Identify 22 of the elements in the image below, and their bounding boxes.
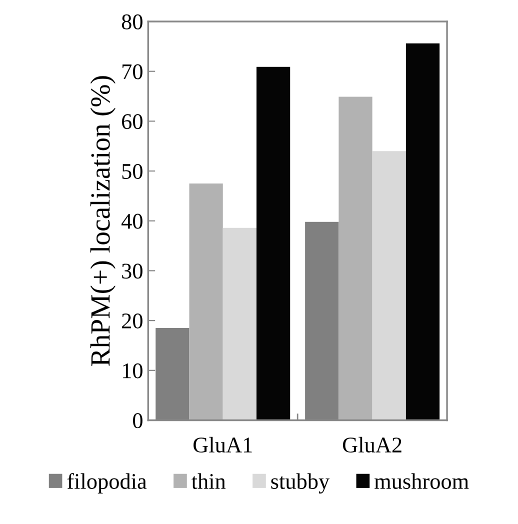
bar bbox=[256, 66, 290, 420]
y-tick-label: 50 bbox=[122, 164, 142, 179]
x-tick-label: GluA1 bbox=[194, 436, 252, 453]
legend-label: stubby bbox=[271, 473, 330, 494]
bar bbox=[189, 183, 223, 420]
y-tick-label: 30 bbox=[122, 264, 142, 279]
y-tick-label: 10 bbox=[123, 363, 142, 378]
y-tick-label: 60 bbox=[122, 114, 142, 130]
legend-label: thin bbox=[192, 473, 226, 489]
bar bbox=[406, 43, 440, 420]
x-tick-label: GluA2 bbox=[342, 436, 402, 453]
y-tick-label: 70 bbox=[122, 64, 142, 80]
y-tick-label: 20 bbox=[122, 313, 142, 328]
y-tick-label: 40 bbox=[122, 214, 142, 229]
bar bbox=[372, 151, 406, 420]
bar bbox=[222, 228, 256, 420]
y-axis-title: RhPM(+) localization (%) bbox=[90, 76, 116, 366]
legend-label: filopodia bbox=[67, 473, 147, 494]
y-tick-label: 80 bbox=[122, 14, 142, 30]
legend-label: mushroom bbox=[374, 473, 469, 489]
y-tick-label: 0 bbox=[133, 413, 142, 428]
bar bbox=[338, 96, 372, 420]
